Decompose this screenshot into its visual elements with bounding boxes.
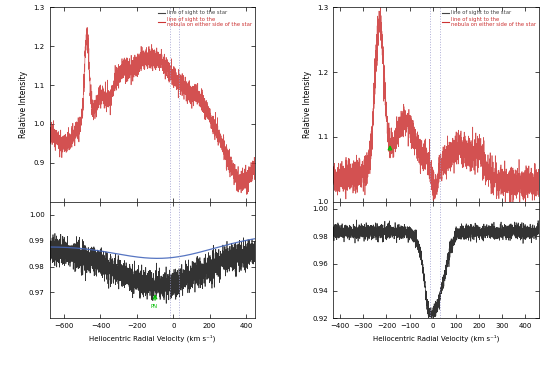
- X-axis label: Heliocentric Radial Velocity (km s⁻¹): Heliocentric Radial Velocity (km s⁻¹): [373, 335, 499, 342]
- Legend: line of sight to the star, line of sight to the
nebula on either side of the sta: line of sight to the star, line of sight…: [158, 10, 252, 28]
- Text: PN: PN: [151, 304, 158, 309]
- Y-axis label: Relative Intensity: Relative Intensity: [19, 71, 28, 138]
- Y-axis label: Relative Intensity: Relative Intensity: [302, 71, 312, 138]
- X-axis label: Heliocentric Radial Velocity (km s⁻¹): Heliocentric Radial Velocity (km s⁻¹): [89, 335, 216, 342]
- Legend: line of sight to the star, line of sight to the
nebula on either side of the sta: line of sight to the star, line of sight…: [442, 10, 536, 28]
